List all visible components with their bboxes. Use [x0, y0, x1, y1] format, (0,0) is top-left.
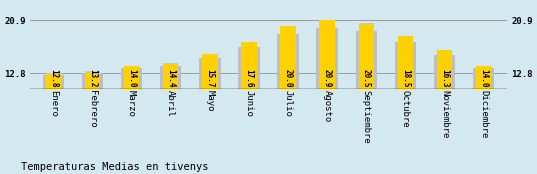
- Bar: [238, 48, 260, 89]
- Bar: [160, 66, 182, 89]
- Bar: [82, 73, 103, 89]
- Bar: [202, 54, 217, 89]
- Bar: [163, 63, 178, 89]
- Text: 20.9: 20.9: [323, 69, 332, 87]
- Bar: [434, 55, 455, 89]
- Text: 13.2: 13.2: [88, 69, 97, 87]
- Text: 15.7: 15.7: [205, 69, 214, 87]
- Bar: [241, 42, 257, 89]
- Bar: [277, 34, 299, 89]
- Text: 20.0: 20.0: [284, 69, 293, 87]
- Bar: [42, 75, 64, 89]
- Bar: [316, 28, 338, 89]
- Bar: [398, 36, 413, 89]
- Text: 16.3: 16.3: [440, 69, 449, 87]
- Bar: [355, 31, 377, 89]
- Text: 14.0: 14.0: [479, 69, 488, 87]
- Bar: [320, 20, 335, 89]
- Text: 12.8: 12.8: [49, 69, 58, 87]
- Bar: [199, 58, 221, 89]
- Bar: [121, 68, 142, 89]
- Bar: [473, 68, 495, 89]
- Bar: [359, 23, 374, 89]
- Bar: [85, 71, 100, 89]
- Text: 14.4: 14.4: [166, 69, 175, 87]
- Text: Temperaturas Medias en tivenys: Temperaturas Medias en tivenys: [21, 162, 209, 172]
- Bar: [395, 42, 416, 89]
- Bar: [476, 66, 491, 89]
- Text: 18.5: 18.5: [401, 69, 410, 87]
- Bar: [280, 26, 296, 89]
- Text: 14.0: 14.0: [127, 69, 136, 87]
- Bar: [437, 50, 452, 89]
- Text: 20.5: 20.5: [362, 69, 371, 87]
- Text: 17.6: 17.6: [244, 69, 253, 87]
- Bar: [124, 66, 139, 89]
- Bar: [46, 73, 61, 89]
